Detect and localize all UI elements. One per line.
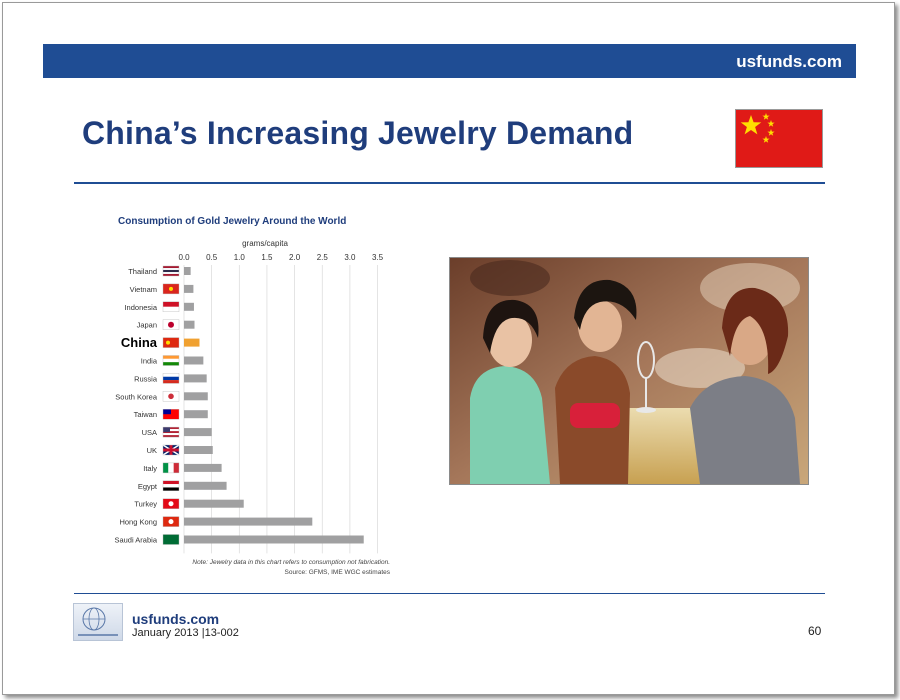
flag-large-star [740, 115, 762, 135]
china-flag-image [735, 109, 823, 168]
tick-label: 0.5 [206, 253, 218, 262]
bar-south-korea [184, 392, 208, 401]
footer-divider [74, 593, 825, 594]
tick-label: 1.0 [234, 253, 246, 262]
category-label: South Korea [115, 392, 158, 401]
category-label: Vietnam [130, 285, 157, 294]
category-label: Russia [134, 374, 158, 383]
flag-small-star [767, 129, 775, 136]
bar-india [184, 356, 204, 365]
bar-taiwan [184, 410, 208, 419]
us-global-investors-logo [73, 603, 123, 641]
bar-usa [184, 428, 212, 437]
country-flag-icon [162, 283, 180, 295]
header-site-url: usfunds.com [736, 52, 842, 71]
page-number: 60 [808, 624, 822, 638]
category-label: Turkey [134, 500, 157, 509]
country-flag-icon [162, 516, 180, 527]
tick-label: 1.5 [261, 253, 273, 262]
flag-small-star [762, 136, 770, 143]
country-flag-icon [162, 462, 180, 474]
country-flag-icon [162, 408, 180, 420]
bar-saudi-arabia [184, 535, 364, 544]
country-flag-icon [162, 355, 180, 366]
category-label: India [141, 357, 158, 366]
country-flag-icon [162, 373, 180, 384]
category-label: USA [142, 428, 157, 437]
bar-vietnam [184, 284, 194, 293]
country-flag-icon [162, 480, 180, 491]
category-label: Hong Kong [119, 518, 157, 527]
bar-hong-kong [184, 517, 313, 526]
gridlines [183, 265, 378, 554]
bar-thailand [184, 267, 191, 275]
country-flag-icon [162, 444, 180, 456]
category-label: China [121, 335, 158, 350]
category-label: Taiwan [134, 410, 157, 419]
chart-note: Note: Jewelry data in this chart refers … [192, 559, 390, 566]
bar-indonesia [184, 302, 194, 311]
header-bar: usfunds.com [43, 44, 856, 78]
category-label: Egypt [138, 482, 158, 491]
country-flag-icon [162, 534, 180, 545]
gold-jewelry-chart: Consumption of Gold Jewelry Around the W… [114, 216, 391, 576]
category-label: Thailand [128, 267, 157, 276]
category-label: Saudi Arabia [114, 536, 157, 545]
tick-label: 3.5 [372, 253, 384, 262]
country-flag-icon [162, 391, 180, 402]
country-flag-icon [162, 319, 180, 330]
bar-uk [184, 446, 213, 454]
country-flag-icon [162, 265, 180, 277]
country-flag-icon [162, 498, 180, 509]
tick-label: 0.0 [178, 253, 190, 262]
title-divider [74, 182, 825, 184]
category-labels: Thailand Vietnam Indonesia Japan China India R… [114, 267, 157, 545]
category-label: Indonesia [124, 303, 157, 312]
country-flags [162, 265, 180, 545]
bar-china [184, 338, 200, 347]
x-axis-ticks: 0.0 0.5 1.0 1.5 2.0 2.5 3.0 3.5 [178, 253, 383, 262]
bars [184, 267, 364, 544]
tick-label: 2.0 [289, 253, 301, 262]
country-flag-icon [162, 426, 180, 438]
bar-russia [184, 374, 207, 383]
tick-label: 2.5 [317, 253, 329, 262]
footer-site-url: usfunds.com [132, 611, 220, 627]
country-flag-icon [162, 337, 180, 348]
chart-title: Consumption of Gold Jewelry Around the W… [118, 216, 346, 227]
bar-turkey [184, 499, 244, 508]
bar-italy [184, 463, 222, 472]
flag-small-star [767, 120, 775, 127]
x-axis-label: grams/capita [242, 239, 288, 248]
tick-label: 3.0 [344, 253, 356, 262]
jewelry-shoppers-photo [449, 257, 809, 485]
flag-small-star [762, 113, 770, 120]
bar-egypt [184, 481, 227, 490]
category-label: UK [147, 446, 157, 455]
category-label: Japan [137, 321, 157, 330]
chart-source: Source: GFMS, IME WGC estimates [285, 569, 391, 576]
footer-date: January 2013 |13-002 [132, 627, 239, 639]
slide-title: China’s Increasing Jewelry Demand [82, 115, 634, 151]
category-label: Italy [143, 464, 157, 473]
country-flag-icon [162, 301, 180, 313]
bar-japan [184, 320, 195, 329]
